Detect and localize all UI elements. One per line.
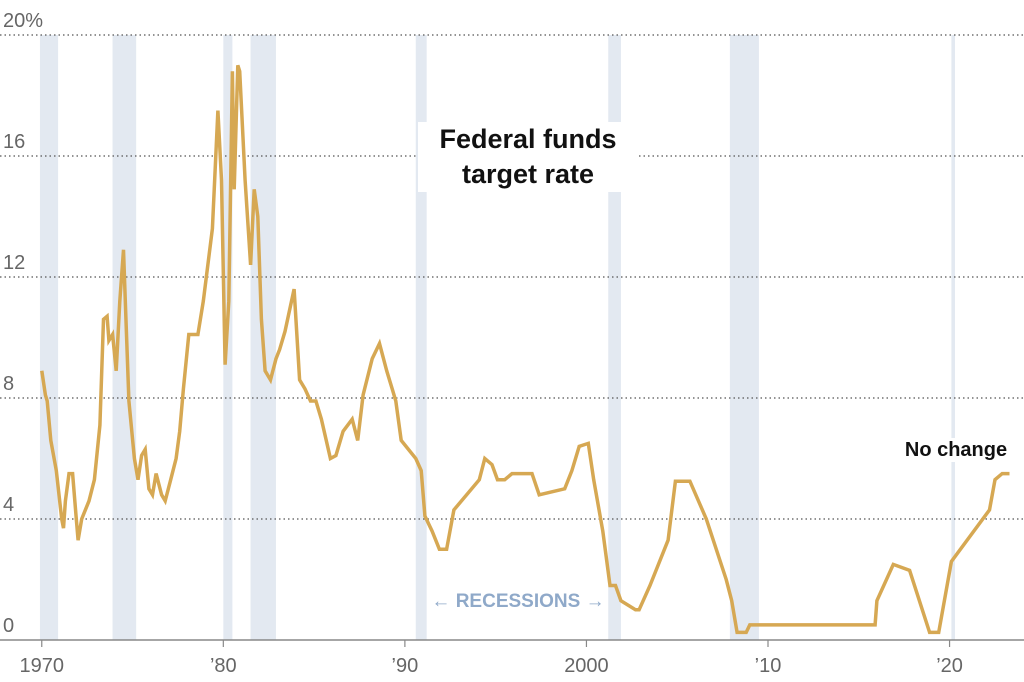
annotation-no-change: No change bbox=[896, 438, 1016, 462]
recession-band bbox=[951, 35, 956, 640]
x-tick-label: ’90 bbox=[392, 655, 419, 677]
x-tick-label: 2000 bbox=[564, 655, 609, 677]
y-tick-label: 8 bbox=[3, 373, 14, 395]
recession-band bbox=[415, 35, 427, 640]
recession-label: ← RECESSIONS → bbox=[431, 591, 604, 612]
y-tick-label: 12 bbox=[3, 252, 25, 274]
rate-line bbox=[40, 64, 1010, 635]
recession-band bbox=[39, 35, 59, 640]
y-tick-label: 16 bbox=[3, 131, 25, 153]
x-tick-label: ’20 bbox=[936, 655, 963, 677]
x-tick-label: ’10 bbox=[755, 655, 782, 677]
y-tick-label: 4 bbox=[3, 494, 14, 516]
y-tick-label: 0 bbox=[3, 615, 14, 637]
recession-band bbox=[729, 35, 759, 640]
recession-band bbox=[112, 35, 137, 640]
y-tick-label: 20% bbox=[3, 10, 43, 32]
annotation-title: Federal funds target rate bbox=[418, 122, 638, 192]
x-tick-label: ’80 bbox=[210, 655, 237, 677]
x-tick-label: 1970 bbox=[20, 655, 65, 677]
